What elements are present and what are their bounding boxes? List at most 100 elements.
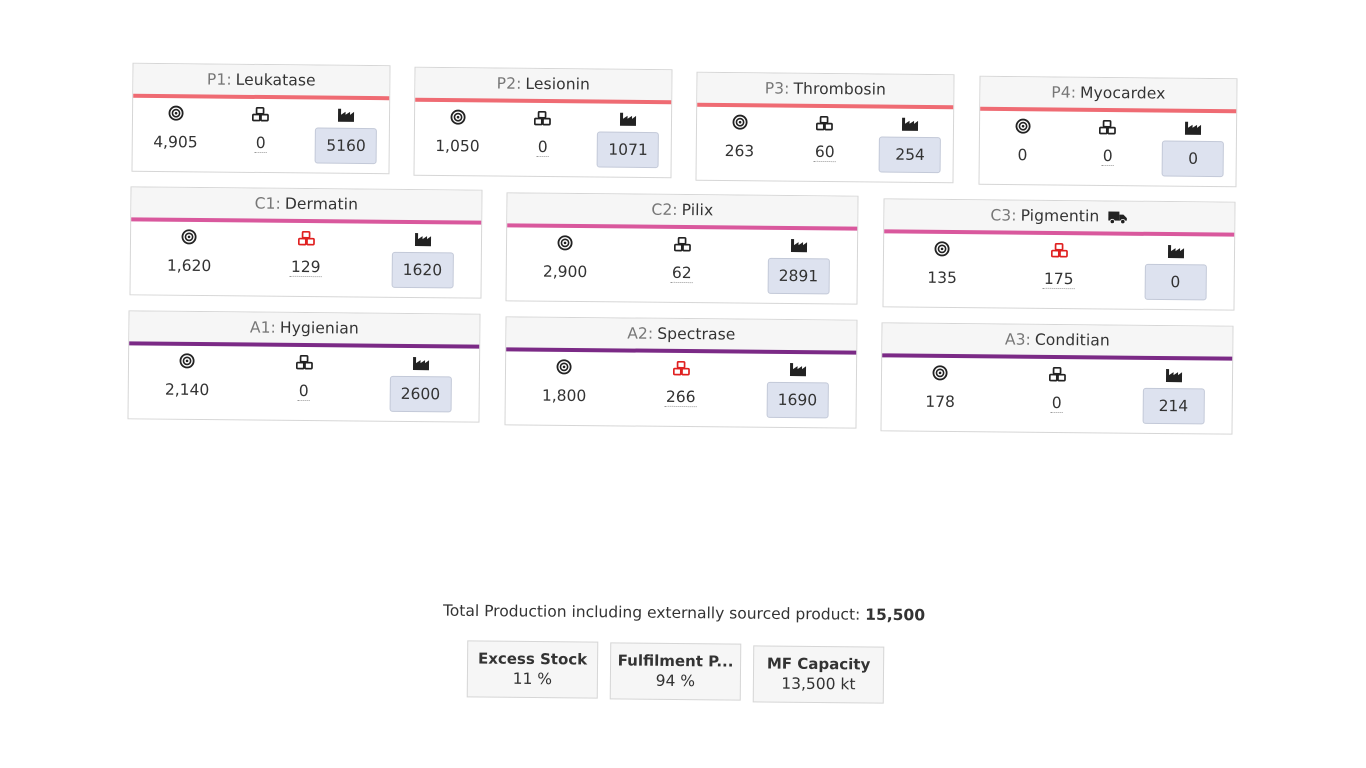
production-input[interactable]: 2600 [389,375,452,413]
product-card-c1: C1: Dermatin 1,620 129 1620 [129,186,483,299]
card-header: C1: Dermatin [131,187,482,225]
production-column: 0 [1117,236,1234,309]
production-column: 254 [867,108,953,181]
production-column: 2600 [362,348,479,421]
product-name: Spectrase [657,324,736,344]
target-icon [556,352,572,382]
production-input[interactable]: 1071 [596,131,660,169]
stock-value[interactable]: 175 [1042,269,1075,290]
target-icon [168,98,184,128]
boxes-icon [534,103,552,133]
separator: : [226,70,232,89]
total-production-line: Total Production including externally so… [443,602,925,625]
card-metrics: 135 175 0 [884,233,1235,308]
stock-value[interactable]: 0 [254,133,267,154]
card-header: C3: Pigmentin [884,199,1235,237]
card-header: C2: Pilix [507,193,858,231]
card-metrics: 2,900 62 2891 [507,227,858,302]
separator: : [275,194,281,213]
stock-value[interactable]: 0 [297,381,310,402]
product-code: P4 [1051,83,1071,102]
separator: : [1025,330,1032,349]
separator: : [672,200,678,219]
card-header: A3: Conditian [882,323,1233,361]
stock-value[interactable]: 0 [1050,393,1063,414]
card-metrics: 4,905 0 5160 [133,98,390,172]
factory-icon [414,224,432,254]
fulfilment-stat: Fulfilment P... 94 % [609,642,742,701]
mf-capacity-stat: MF Capacity 13,500 kt [752,645,885,704]
card-metrics: 1,800 266 1690 [506,351,857,426]
stock-column: 129 [247,222,364,295]
target-value: 2,140 [164,380,210,400]
stock-value[interactable]: 0 [1101,146,1114,167]
production-column: 1620 [364,224,481,297]
stock-column: 266 [622,352,739,425]
target-column: 0 [980,111,1066,184]
target-column: 2,140 [129,345,246,418]
total-production-label: Total Production including externally so… [442,601,861,624]
factory-icon [790,230,808,260]
stock-value[interactable]: 60 [813,142,836,163]
card-header: P2: Lesionin [415,67,672,105]
target-value: 178 [925,392,955,412]
production-column: 1690 [739,354,856,427]
card-header: A1: Hygienian [129,311,480,349]
production-input[interactable]: 1690 [766,381,829,419]
production-input[interactable]: 254 [878,136,942,174]
target-value: 0 [1017,146,1028,165]
production-input[interactable]: 0 [1144,263,1207,301]
product-name: Hygienian [279,318,359,338]
stock-value[interactable]: 266 [664,387,697,408]
production-input[interactable]: 2891 [767,257,830,295]
factory-icon [412,348,430,378]
boxes-icon [1048,359,1066,389]
stat-label: MF Capacity [766,654,871,674]
card-metrics: 0 0 0 [980,111,1237,185]
stock-value[interactable]: 129 [289,257,322,278]
product-name: Conditian [1034,330,1110,350]
boxes-icon [672,353,690,383]
stock-column: 175 [1000,234,1117,307]
stock-column: 0 [1065,112,1151,185]
product-code: C1 [254,194,276,213]
card-metrics: 1,620 129 1620 [131,221,482,296]
target-icon [932,358,948,388]
target-icon [450,102,466,132]
production-input[interactable]: 1620 [391,251,454,289]
stock-value[interactable]: 62 [670,263,693,284]
separator: : [784,79,790,98]
stock-column: 0 [500,103,586,176]
production-input[interactable]: 0 [1161,140,1225,178]
excess-stock-stat: Excess Stock 11 % [466,640,599,699]
product-name: Pigmentin [1020,206,1100,226]
product-name: Leukatase [235,70,316,90]
production-column: 214 [1115,360,1232,433]
target-icon [179,346,195,376]
stat-label: Fulfilment P... [617,651,734,671]
product-card-p2: P2: Lesionin 1,050 0 1071 [413,66,673,179]
target-value: 4,905 [153,132,198,152]
factory-icon [337,100,355,130]
target-value: 1,050 [435,136,480,156]
stock-column: 62 [623,228,740,301]
card-header: P1: Leukatase [133,63,390,101]
total-production-value: 15,500 [865,605,926,625]
stock-value[interactable]: 0 [536,137,549,158]
product-name: Dermatin [284,194,359,214]
truck-icon[interactable] [1107,209,1128,224]
stat-label: Excess Stock [477,649,588,669]
target-value: 2,900 [542,262,588,282]
production-column: 1071 [585,103,671,176]
factory-icon [1184,113,1202,143]
target-value: 1,800 [541,386,587,406]
product-card-a2: A2: Spectrase 1,800 266 1690 [504,316,858,429]
target-column: 263 [697,107,783,180]
production-input[interactable]: 214 [1142,387,1205,425]
boxes-icon [1050,235,1068,265]
stock-column: 0 [245,346,362,419]
stock-column: 60 [782,108,868,181]
production-input[interactable]: 5160 [314,127,378,165]
target-column: 135 [884,233,1001,306]
factory-icon [1165,360,1183,390]
